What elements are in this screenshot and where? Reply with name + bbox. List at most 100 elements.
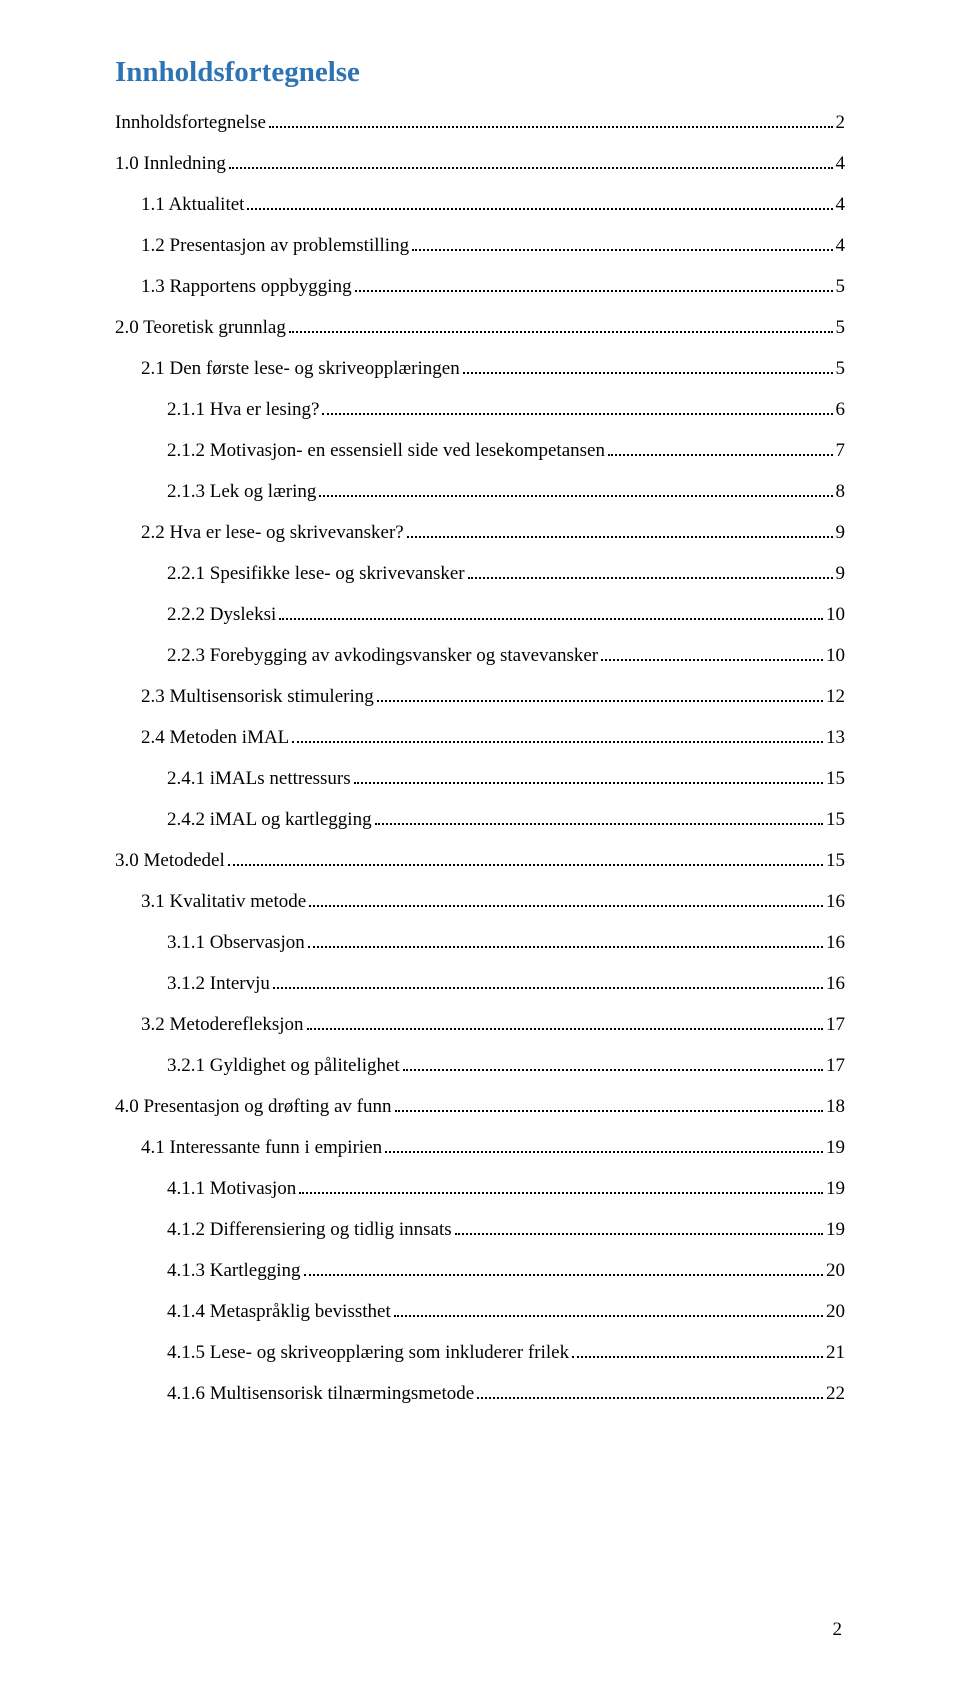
table-of-contents: Innholdsfortegnelse 2 1.0 Innledning 4 1.1 A… bbox=[115, 113, 845, 1403]
toc-leader-dots bbox=[269, 126, 833, 128]
toc-entry-page: 2 bbox=[836, 113, 846, 132]
toc-leader-dots bbox=[412, 249, 832, 251]
toc-entry: 4.1.4 Metaspråklig bevissthet 20 bbox=[115, 1302, 845, 1321]
toc-leader-dots bbox=[279, 618, 823, 620]
toc-entry: 2.2.1 Spesifikke lese- og skrivevansker 9 bbox=[115, 564, 845, 583]
toc-leader-dots bbox=[394, 1315, 823, 1317]
toc-entry: 4.1.6 Multisensorisk tilnærmingsmetode 22 bbox=[115, 1384, 845, 1403]
toc-leader-dots bbox=[289, 331, 833, 333]
toc-entry-label: 4.0 Presentasjon og drøfting av funn bbox=[115, 1097, 392, 1116]
toc-entry-label: 3.1 Kvalitativ metode bbox=[141, 892, 306, 911]
toc-entry-page: 7 bbox=[836, 441, 846, 460]
toc-entry-label: 2.3 Multisensorisk stimulering bbox=[141, 687, 374, 706]
toc-entry-label: Innholdsfortegnelse bbox=[115, 113, 266, 132]
toc-entry-page: 4 bbox=[836, 154, 846, 173]
toc-entry: 2.4.1 iMALs nettressurs15 bbox=[115, 769, 845, 788]
toc-leader-dots bbox=[395, 1110, 823, 1112]
toc-entry: 4.1 Interessante funn i empirien 19 bbox=[115, 1138, 845, 1157]
toc-entry-label: 2.2.1 Spesifikke lese- og skrivevansker bbox=[167, 564, 465, 583]
toc-entry-page: 17 bbox=[826, 1015, 845, 1034]
toc-entry: 2.1 Den første lese- og skriveopplæringe… bbox=[115, 359, 845, 378]
toc-entry-label: 4.1.3 Kartlegging bbox=[167, 1261, 301, 1280]
toc-entry-page: 8 bbox=[836, 482, 846, 501]
toc-entry-label: 2.1.1 Hva er lesing? bbox=[167, 400, 319, 419]
toc-entry-label: 3.2.1 Gyldighet og pålitelighet bbox=[167, 1056, 400, 1075]
toc-entry: 2.2.2 Dysleksi 10 bbox=[115, 605, 845, 624]
toc-leader-dots bbox=[309, 905, 823, 907]
toc-entry-page: 19 bbox=[826, 1220, 845, 1239]
toc-entry-page: 20 bbox=[826, 1302, 845, 1321]
toc-entry-page: 16 bbox=[826, 892, 845, 911]
toc-leader-dots bbox=[403, 1069, 823, 1071]
toc-entry: 3.0 Metodedel15 bbox=[115, 851, 845, 870]
toc-entry-page: 22 bbox=[826, 1384, 845, 1403]
toc-leader-dots bbox=[354, 782, 823, 784]
toc-entry: 2.0 Teoretisk grunnlag5 bbox=[115, 318, 845, 337]
toc-entry-label: 4.1.6 Multisensorisk tilnærmingsmetode bbox=[167, 1384, 474, 1403]
toc-leader-dots bbox=[608, 454, 833, 456]
toc-entry: 4.0 Presentasjon og drøfting av funn 18 bbox=[115, 1097, 845, 1116]
toc-entry-page: 9 bbox=[836, 564, 846, 583]
toc-leader-dots bbox=[385, 1151, 823, 1153]
toc-entry: 4.1.5 Lese- og skriveopplæring som inklu… bbox=[115, 1343, 845, 1362]
toc-leader-dots bbox=[307, 1028, 823, 1030]
toc-entry-page: 4 bbox=[836, 195, 846, 214]
toc-entry-page: 5 bbox=[836, 318, 846, 337]
toc-entry-page: 10 bbox=[826, 605, 845, 624]
toc-entry: 2.1.3 Lek og læring 8 bbox=[115, 482, 845, 501]
toc-leader-dots bbox=[322, 413, 832, 415]
toc-entry-label: 1.1 Aktualitet bbox=[141, 195, 244, 214]
toc-entry-page: 9 bbox=[836, 523, 846, 542]
toc-entry: 4.1.1 Motivasjon19 bbox=[115, 1179, 845, 1198]
toc-entry: 1.2 Presentasjon av problemstilling4 bbox=[115, 236, 845, 255]
toc-entry: 3.1.1 Observasjon16 bbox=[115, 933, 845, 952]
toc-entry-label: 2.1.2 Motivasjon- en essensiell side ved… bbox=[167, 441, 605, 460]
toc-leader-dots bbox=[463, 372, 833, 374]
toc-entry: 4.1.3 Kartlegging20 bbox=[115, 1261, 845, 1280]
toc-entry-page: 5 bbox=[836, 277, 846, 296]
toc-entry-label: 3.2 Metoderefleksjon bbox=[141, 1015, 304, 1034]
toc-entry: 1.3 Rapportens oppbygging 5 bbox=[115, 277, 845, 296]
toc-entry: 2.3 Multisensorisk stimulering 12 bbox=[115, 687, 845, 706]
page-number: 2 bbox=[833, 1619, 843, 1641]
toc-entry: 2.2 Hva er lese- og skrivevansker?9 bbox=[115, 523, 845, 542]
toc-entry-label: 3.1.1 Observasjon bbox=[167, 933, 305, 952]
toc-entry-label: 2.1.3 Lek og læring bbox=[167, 482, 316, 501]
toc-entry: 2.1.1 Hva er lesing? 6 bbox=[115, 400, 845, 419]
toc-entry-page: 21 bbox=[826, 1343, 845, 1362]
toc-leader-dots bbox=[229, 167, 833, 169]
toc-leader-dots bbox=[468, 577, 833, 579]
toc-leader-dots bbox=[319, 495, 832, 497]
toc-entry-label: 4.1.2 Differensiering og tidlig innsats bbox=[167, 1220, 452, 1239]
toc-leader-dots bbox=[299, 1192, 823, 1194]
toc-leader-dots bbox=[292, 741, 823, 743]
toc-entry: 3.1 Kvalitativ metode 16 bbox=[115, 892, 845, 911]
toc-entry-label: 4.1.4 Metaspråklig bevissthet bbox=[167, 1302, 391, 1321]
page-title: Innholdsfortegnelse bbox=[115, 56, 845, 89]
toc-entry-page: 6 bbox=[836, 400, 846, 419]
toc-leader-dots bbox=[375, 823, 823, 825]
toc-entry: 3.2.1 Gyldighet og pålitelighet17 bbox=[115, 1056, 845, 1075]
toc-entry-label: 2.2.3 Forebygging av avkodingsvansker og… bbox=[167, 646, 598, 665]
toc-entry-label: 2.1 Den første lese- og skriveopplæringe… bbox=[141, 359, 460, 378]
toc-leader-dots bbox=[304, 1274, 823, 1276]
toc-entry-page: 18 bbox=[826, 1097, 845, 1116]
toc-entry: 3.2 Metoderefleksjon 17 bbox=[115, 1015, 845, 1034]
toc-entry-page: 19 bbox=[826, 1138, 845, 1157]
toc-entry-page: 19 bbox=[826, 1179, 845, 1198]
toc-entry-label: 4.1 Interessante funn i empirien bbox=[141, 1138, 382, 1157]
toc-entry-label: 2.2.2 Dysleksi bbox=[167, 605, 276, 624]
toc-entry-label: 1.3 Rapportens oppbygging bbox=[141, 277, 352, 296]
toc-entry: 2.1.2 Motivasjon- en essensiell side ved… bbox=[115, 441, 845, 460]
toc-entry-label: 3.1.2 Intervju bbox=[167, 974, 270, 993]
toc-entry-page: 12 bbox=[826, 687, 845, 706]
toc-entry-page: 16 bbox=[826, 974, 845, 993]
toc-leader-dots bbox=[572, 1356, 823, 1358]
toc-entry-label: 2.4 Metoden iMAL bbox=[141, 728, 289, 747]
toc-entry-label: 2.4.2 iMAL og kartlegging bbox=[167, 810, 372, 829]
toc-entry-page: 15 bbox=[826, 851, 845, 870]
toc-entry: Innholdsfortegnelse 2 bbox=[115, 113, 845, 132]
toc-entry-label: 1.0 Innledning bbox=[115, 154, 226, 173]
toc-leader-dots bbox=[273, 987, 823, 989]
toc-entry: 3.1.2 Intervju 16 bbox=[115, 974, 845, 993]
